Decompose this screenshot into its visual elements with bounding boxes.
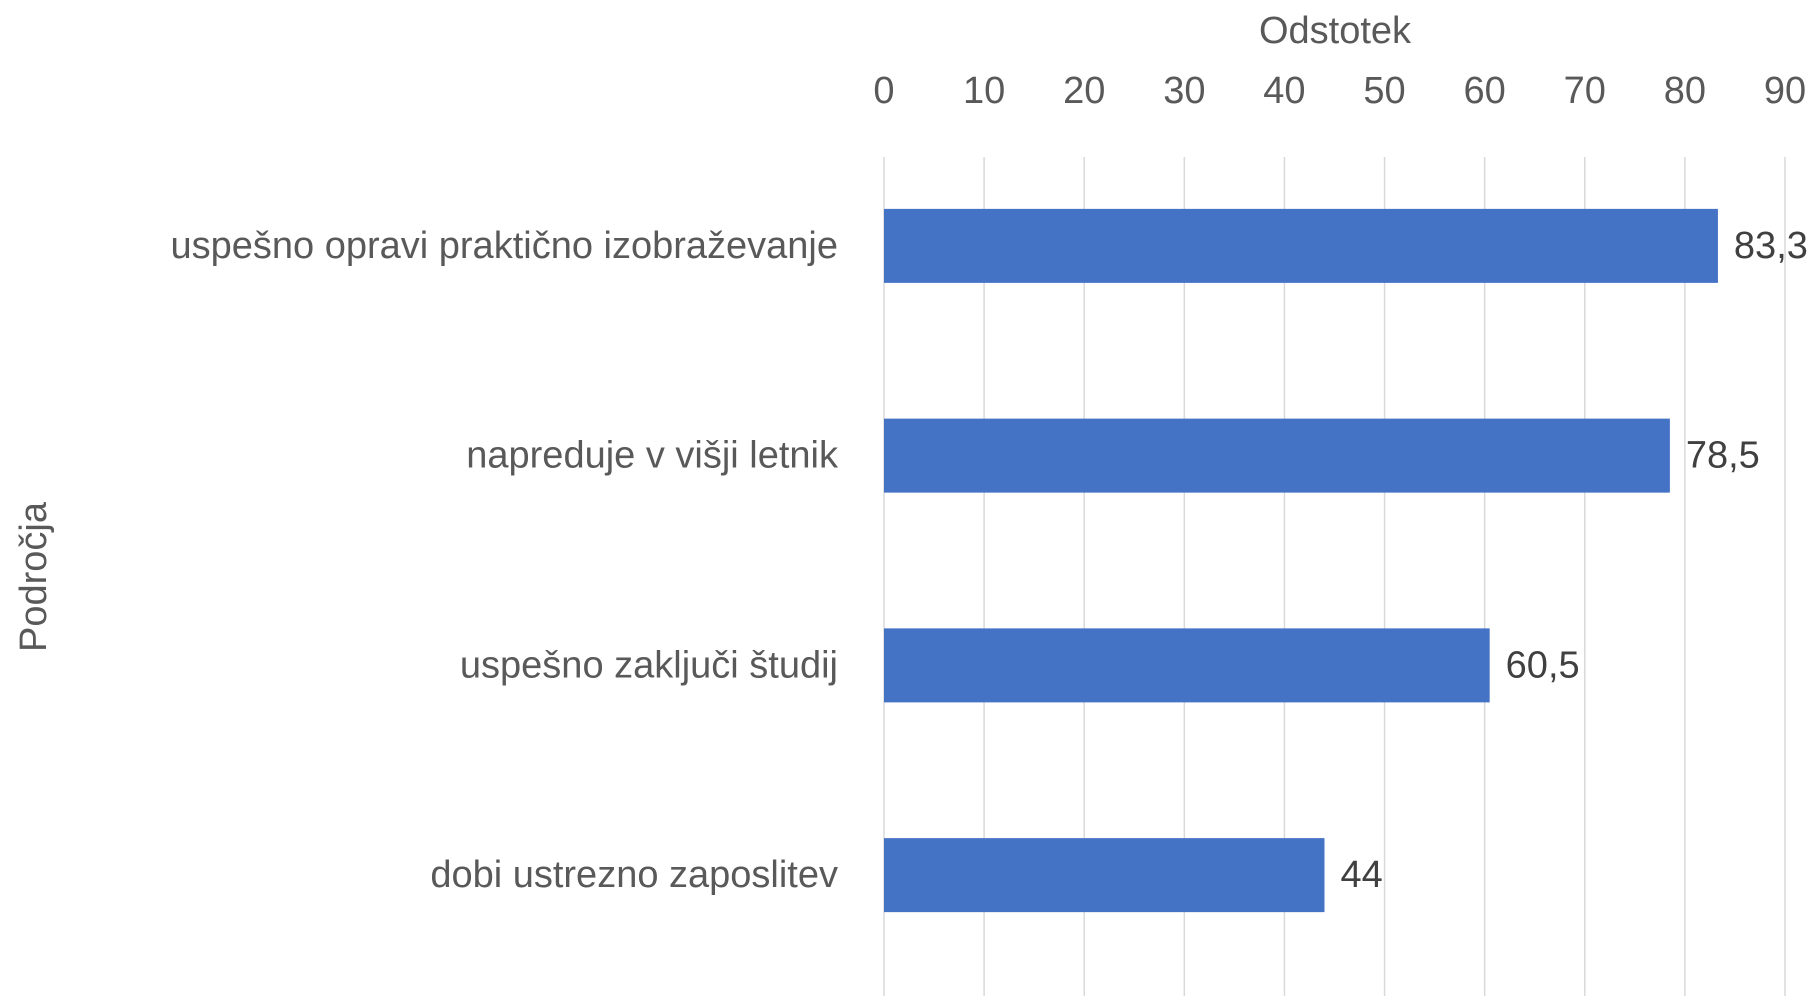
value-label: 60,5	[1506, 644, 1580, 686]
x-tick-label: 50	[1363, 70, 1405, 112]
value-label: 83,3	[1734, 225, 1808, 267]
x-tick-label: 30	[1163, 70, 1205, 112]
bar	[884, 838, 1325, 913]
x-tick-label: 40	[1263, 70, 1305, 112]
x-tick-label: 0	[873, 70, 894, 112]
x-tick-label: 10	[963, 70, 1005, 112]
x-tick-label: 60	[1464, 70, 1506, 112]
x-tick-label: 70	[1564, 70, 1606, 112]
x-tick-label: 80	[1664, 70, 1706, 112]
y-tick-label: napreduje v višji letnik	[466, 435, 839, 477]
y-axis-title: Področja	[13, 501, 55, 652]
x-tick-label: 20	[1063, 70, 1105, 112]
bar	[884, 628, 1490, 703]
value-label: 78,5	[1686, 435, 1760, 477]
x-axis-title: Odstotek	[1259, 10, 1412, 52]
y-tick-label: uspešno zaključi študij	[460, 644, 838, 686]
y-tick-label: dobi ustrezno zaposlitev	[430, 854, 838, 896]
y-tick-label: uspešno opravi praktično izobraževanje	[170, 225, 838, 267]
bar	[884, 418, 1670, 493]
x-tick-label: 90	[1764, 70, 1806, 112]
value-label: 44	[1340, 854, 1382, 896]
bar	[884, 208, 1718, 283]
